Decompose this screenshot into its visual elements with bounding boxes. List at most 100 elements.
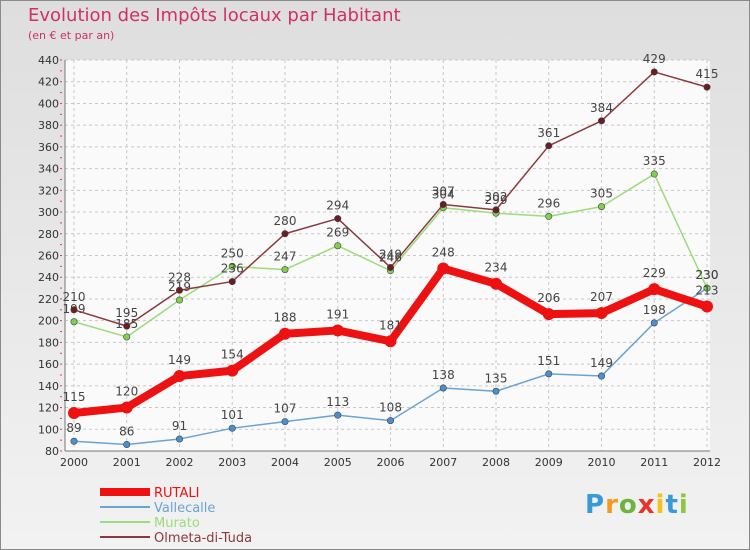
data-point-olmeta-di-tuda — [70, 306, 78, 314]
y-tick-label: 120 — [38, 402, 59, 415]
data-label-olmeta-di-tuda: 302 — [485, 190, 508, 204]
data-label-rutali: 234 — [485, 261, 508, 275]
data-label-rutali: 191 — [326, 307, 349, 321]
data-label-vallecalle: 138 — [432, 368, 455, 382]
data-point-murato — [650, 170, 658, 178]
data-point-vallecalle — [228, 424, 236, 432]
data-point-vallecalle — [334, 411, 342, 419]
data-label-murato: 247 — [274, 250, 297, 264]
y-tick-label: 180 — [38, 336, 59, 349]
data-label-rutali: 154 — [221, 348, 244, 362]
data-point-murato — [545, 212, 553, 220]
data-point-vallecalle — [492, 387, 500, 395]
logo-letter: t — [665, 490, 679, 520]
y-tick-label: 280 — [38, 228, 59, 241]
x-tick-label: 2007 — [429, 456, 457, 469]
data-point-vallecalle — [545, 370, 553, 378]
x-tick-label: 2006 — [377, 456, 405, 469]
y-tick-label: 320 — [38, 184, 59, 197]
data-point-olmeta-di-tuda — [492, 206, 500, 214]
data-point-murato — [703, 284, 711, 292]
y-tick-label: 360 — [38, 141, 59, 154]
logo-letter: x — [637, 490, 656, 520]
data-point-murato — [123, 333, 131, 341]
y-tick-label: 100 — [38, 423, 59, 436]
data-point-rutali — [226, 364, 239, 377]
data-label-vallecalle: 101 — [221, 408, 244, 422]
x-tick-label: 2002 — [166, 456, 194, 469]
chart-title: Evolution des Impôts locaux par Habitant — [28, 5, 401, 26]
data-label-vallecalle: 135 — [485, 371, 508, 385]
plot-area — [65, 60, 710, 451]
data-label-vallecalle: 107 — [274, 402, 297, 416]
data-label-rutali: 213 — [696, 284, 719, 298]
data-point-vallecalle — [176, 435, 184, 443]
data-label-rutali: 120 — [115, 385, 138, 399]
data-label-rutali: 149 — [168, 353, 191, 367]
y-tick-label: 260 — [38, 250, 59, 263]
data-label-olmeta-di-tuda: 429 — [643, 52, 666, 66]
y-tick-label: 80 — [45, 445, 59, 458]
data-point-vallecalle — [123, 440, 131, 448]
data-point-rutali — [595, 307, 608, 320]
data-label-murato: 304 — [432, 188, 455, 202]
data-label-olmeta-di-tuda: 210 — [63, 290, 86, 304]
data-label-vallecalle: 149 — [590, 356, 613, 370]
y-tick-label: 220 — [38, 293, 59, 306]
data-label-rutali: 207 — [590, 290, 613, 304]
data-label-vallecalle: 91 — [172, 419, 187, 433]
data-label-vallecalle: 151 — [537, 354, 560, 368]
data-point-olmeta-di-tuda — [597, 117, 605, 125]
data-label-olmeta-di-tuda: 384 — [590, 101, 613, 115]
data-point-olmeta-di-tuda — [386, 263, 394, 271]
data-label-rutali: 206 — [537, 291, 560, 305]
data-label-olmeta-di-tuda: 307 — [432, 184, 455, 198]
data-label-olmeta-di-tuda: 195 — [115, 306, 138, 320]
y-tick-label: 440 — [38, 54, 59, 67]
data-label-olmeta-di-tuda: 294 — [326, 199, 349, 213]
data-point-rutali — [120, 401, 133, 414]
data-label-olmeta-di-tuda: 280 — [274, 214, 297, 228]
data-point-olmeta-di-tuda — [545, 142, 553, 150]
data-label-rutali: 115 — [63, 390, 86, 404]
data-point-vallecalle — [70, 437, 78, 445]
legend-entry-olmeta-di-tuda: Olmeta-di-Tuda — [154, 531, 252, 546]
y-tick-label: 200 — [38, 315, 59, 328]
data-label-vallecalle: 230 — [696, 268, 719, 282]
y-tick-label: 160 — [38, 358, 59, 371]
legend-entry-vallecalle: Vallecalle — [154, 501, 215, 516]
data-point-rutali — [68, 406, 80, 419]
data-label-murato: 296 — [537, 196, 560, 210]
legend-entry-rutali: RUTALI — [154, 486, 199, 501]
data-point-olmeta-di-tuda — [650, 68, 658, 76]
data-point-rutali — [173, 370, 186, 383]
data-point-murato — [334, 242, 342, 250]
data-point-rutali — [437, 262, 450, 275]
data-point-rutali — [701, 300, 713, 313]
x-tick-label: 2012 — [693, 456, 721, 469]
x-tick-label: 2003 — [218, 456, 246, 469]
data-label-vallecalle: 108 — [379, 401, 402, 415]
y-tick-label: 400 — [38, 97, 59, 110]
data-label-olmeta-di-tuda: 361 — [537, 126, 560, 140]
data-point-murato — [176, 296, 184, 304]
x-tick-label: 2011 — [640, 456, 668, 469]
data-point-olmeta-di-tuda — [281, 230, 289, 238]
data-label-murato: 335 — [643, 154, 666, 168]
x-tick-label: 2005 — [324, 456, 352, 469]
chart-subtitle: (en € et par an) — [28, 29, 115, 42]
x-tick-label: 2000 — [60, 456, 88, 469]
data-label-vallecalle: 89 — [66, 421, 81, 435]
data-label-vallecalle: 86 — [119, 424, 134, 438]
y-tick-label: 340 — [38, 163, 59, 176]
y-tick-label: 240 — [38, 271, 59, 284]
data-point-rutali — [648, 283, 661, 296]
data-point-olmeta-di-tuda — [228, 278, 236, 286]
logo-letter: P — [585, 490, 606, 520]
data-point-vallecalle — [650, 319, 658, 327]
data-point-olmeta-di-tuda — [439, 200, 447, 208]
x-tick-label: 2001 — [113, 456, 141, 469]
data-point-murato — [281, 266, 289, 274]
data-point-vallecalle — [597, 372, 605, 380]
